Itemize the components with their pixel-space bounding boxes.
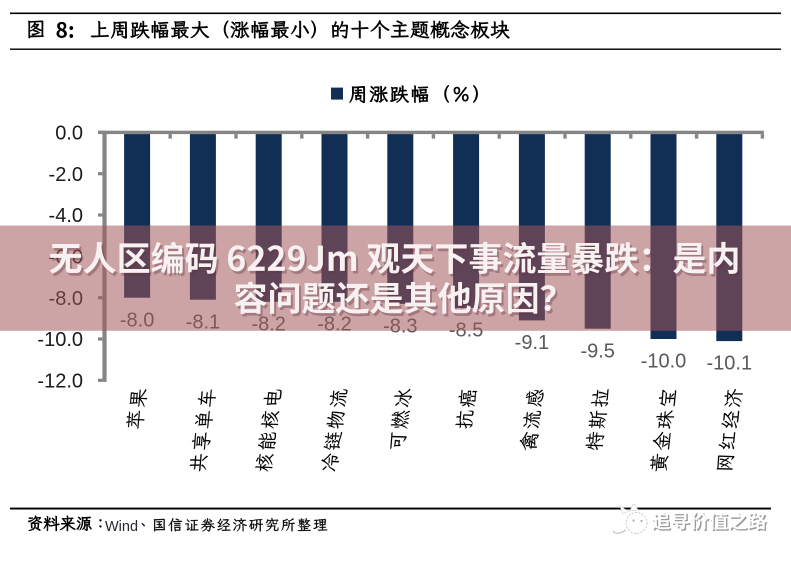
svg-text:-9.5: -9.5 <box>580 340 614 362</box>
svg-text:-12.0: -12.0 <box>37 371 83 393</box>
svg-text:-10.1: -10.1 <box>707 353 753 375</box>
svg-text:-10.0: -10.0 <box>37 329 83 351</box>
svg-text:Wind: Wind <box>105 519 138 535</box>
svg-text:-9.1: -9.1 <box>515 332 549 354</box>
svg-text:-10.0: -10.0 <box>641 351 687 373</box>
svg-text:0.0: 0.0 <box>55 123 83 145</box>
svg-text:-2.0: -2.0 <box>49 164 83 186</box>
svg-text:-4.0: -4.0 <box>49 205 83 227</box>
